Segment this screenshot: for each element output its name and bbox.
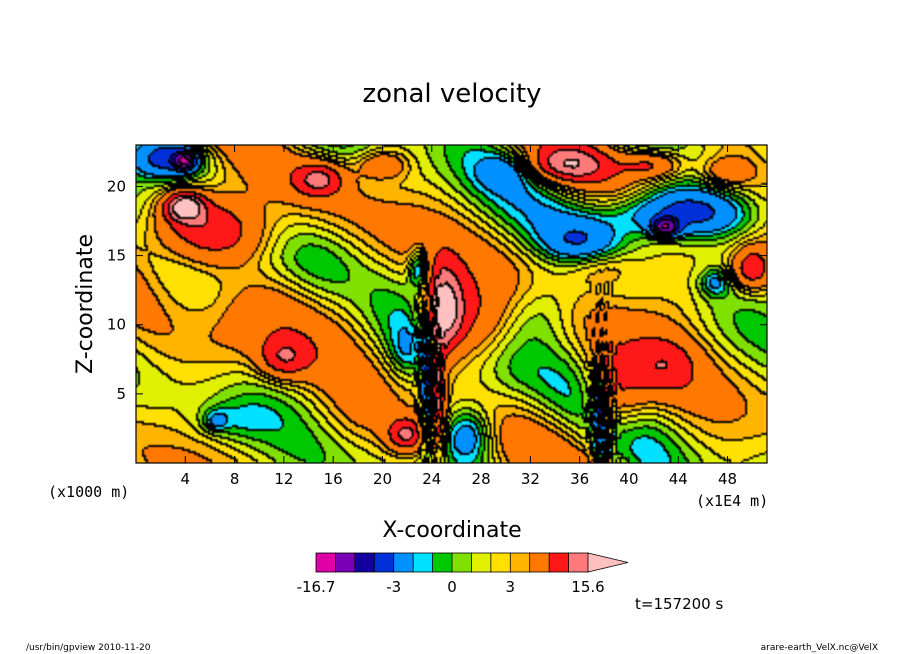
colorbar-tick-label: 3 (506, 578, 516, 596)
colorbar-tick-labels: -16.7 -3 0 3 15.6 (297, 578, 605, 596)
x-tick-label: 36 (570, 470, 589, 488)
y-tick-label: 20 (107, 177, 126, 195)
y-tick-label: 10 (107, 316, 126, 334)
x-tick-label: 8 (230, 470, 240, 488)
y-unit-label: (x1000 m) (48, 483, 129, 501)
colorbar-bin (315, 552, 337, 573)
y-tick-label: 5 (116, 385, 126, 403)
colorbar-bin (568, 552, 589, 573)
colorbar-bin (335, 552, 356, 573)
x-tick-label: 24 (422, 470, 441, 488)
x-tick-label: 28 (472, 470, 491, 488)
colorbar-bin (529, 552, 550, 573)
x-tick-label: 40 (619, 470, 638, 488)
x-tick-label: 16 (324, 470, 343, 488)
x-axis-ticks: 4 8 12 16 20 24 28 32 36 40 44 48 (181, 145, 737, 488)
colorbar-bin (471, 552, 492, 573)
x-axis-label: X-coordinate (382, 518, 521, 543)
time-label: t=157200 s (635, 595, 723, 613)
colorbar-tick-label: 15.6 (571, 578, 604, 596)
y-tick-label: 15 (107, 247, 126, 265)
x-tick-label: 20 (373, 470, 392, 488)
chart-title: zonal velocity (362, 79, 541, 109)
footer-right: arare-earth_VelX.nc@VelX (761, 643, 878, 653)
x-tick-label: 44 (669, 470, 688, 488)
colorbar-bin (412, 552, 434, 573)
x-tick-label: 4 (181, 470, 191, 488)
colorbar-bin (548, 552, 570, 573)
colorbar-bin (393, 552, 414, 573)
x-tick-label: 12 (274, 470, 293, 488)
footer-left: /usr/bin/gpview 2010-11-20 (26, 643, 151, 653)
colorbar-bin (509, 552, 531, 573)
colorbar-bin (432, 552, 453, 573)
colorbar-bin (373, 552, 395, 573)
colorbar-tick-label: 0 (447, 578, 457, 596)
colorbar-bin (451, 552, 473, 573)
x-tick-label: 32 (521, 470, 540, 488)
y-axis-ticks: 5 10 15 20 (107, 177, 767, 403)
y-axis-label: Z-coordinate (73, 234, 98, 374)
colorbar-bin (490, 552, 511, 573)
colorbar-arrow (587, 552, 629, 573)
contour-field (136, 145, 767, 463)
colorbar-tick-label: -3 (386, 578, 401, 596)
colorbar (315, 552, 629, 573)
x-tick-label: 48 (718, 470, 737, 488)
x-unit-label: (x1E4 m) (696, 492, 768, 510)
plot-frame (135, 144, 768, 464)
colorbar-tick-label: -16.7 (297, 578, 336, 596)
colorbar-bin (354, 552, 375, 573)
